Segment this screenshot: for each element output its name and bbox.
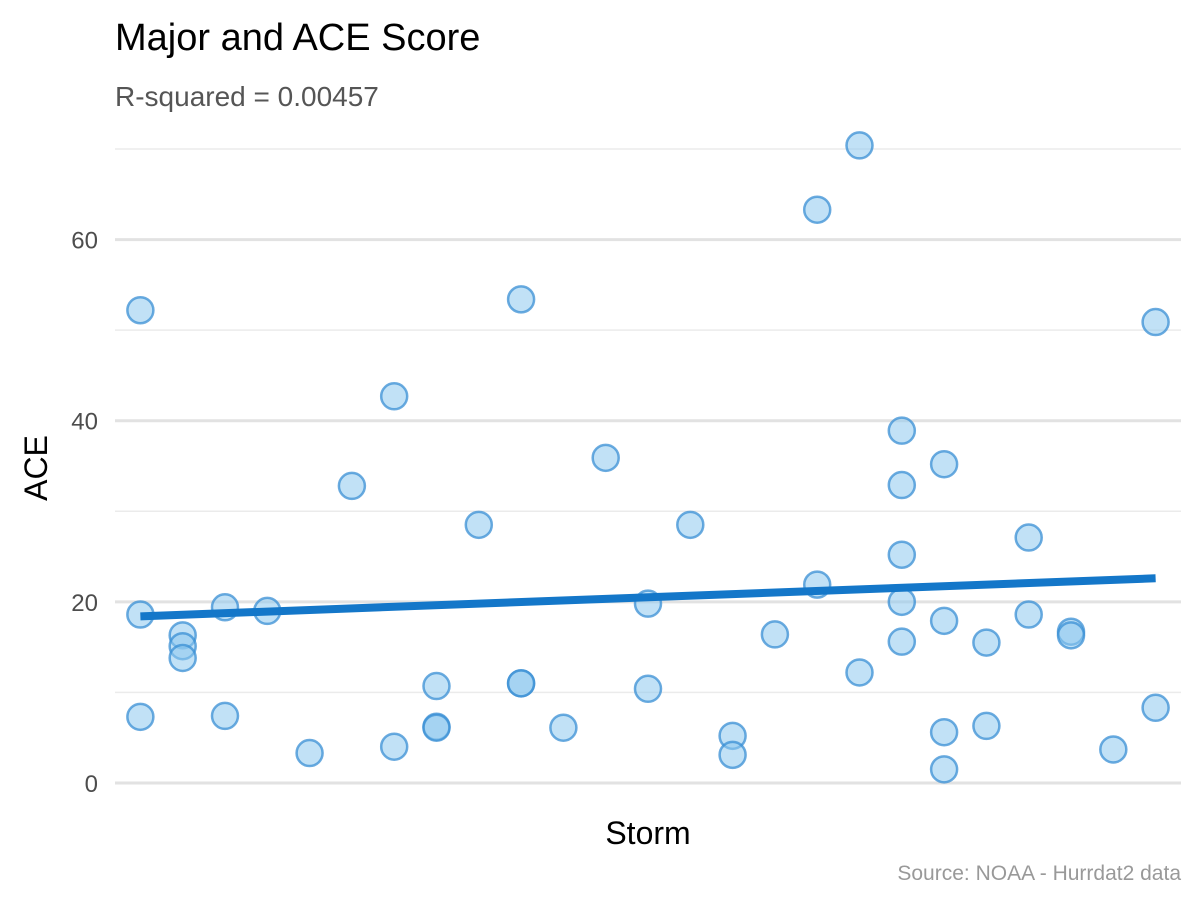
data-point <box>379 382 409 411</box>
data-point <box>295 738 324 768</box>
trend-line <box>140 574 1156 621</box>
y-tick-label: 20 <box>71 590 98 617</box>
chart-title: Major and ACE Score <box>115 17 480 59</box>
data-point <box>802 195 832 224</box>
data-point <box>718 740 747 770</box>
data-point <box>887 627 917 656</box>
data-point <box>337 471 367 501</box>
data-points <box>126 131 1170 784</box>
data-point <box>1014 523 1043 552</box>
x-axis-title: Storm <box>605 815 690 851</box>
data-point <box>887 470 917 500</box>
data-point <box>887 587 917 617</box>
data-point <box>168 643 197 673</box>
data-point <box>464 510 494 540</box>
data-point <box>972 628 1001 657</box>
data-point <box>760 620 790 649</box>
data-point <box>1099 735 1128 764</box>
y-tick-label: 40 <box>71 409 98 436</box>
data-point <box>1141 693 1170 723</box>
data-point <box>929 606 959 636</box>
data-point <box>1014 600 1043 629</box>
data-point <box>126 295 155 325</box>
y-axis-title: ACE <box>18 435 54 501</box>
data-point <box>379 732 409 761</box>
data-point <box>887 416 917 445</box>
y-tick-label: 60 <box>71 228 98 255</box>
data-point <box>506 285 536 314</box>
y-tick-label: 0 <box>85 771 98 798</box>
chart-subtitle: R-squared = 0.00457 <box>115 81 379 112</box>
data-point <box>845 658 874 687</box>
data-point <box>887 540 917 569</box>
source-caption: Source: NOAA - Hurrdat2 data <box>897 862 1181 885</box>
data-point <box>210 701 240 731</box>
data-point <box>845 131 874 160</box>
data-point <box>422 671 451 701</box>
data-point <box>549 713 578 742</box>
data-point <box>506 669 536 698</box>
data-point <box>422 713 451 742</box>
data-point <box>929 717 959 747</box>
data-point <box>972 711 1001 741</box>
data-point <box>591 443 620 473</box>
data-point <box>929 449 959 479</box>
data-point <box>1141 307 1170 337</box>
data-point <box>126 702 155 732</box>
data-point <box>1056 621 1086 650</box>
data-point <box>929 755 959 784</box>
data-point <box>633 674 663 704</box>
data-point <box>676 510 705 540</box>
major-gridlines <box>115 238 1181 785</box>
y-tick-labels: 0 20 40 60 <box>71 228 98 798</box>
